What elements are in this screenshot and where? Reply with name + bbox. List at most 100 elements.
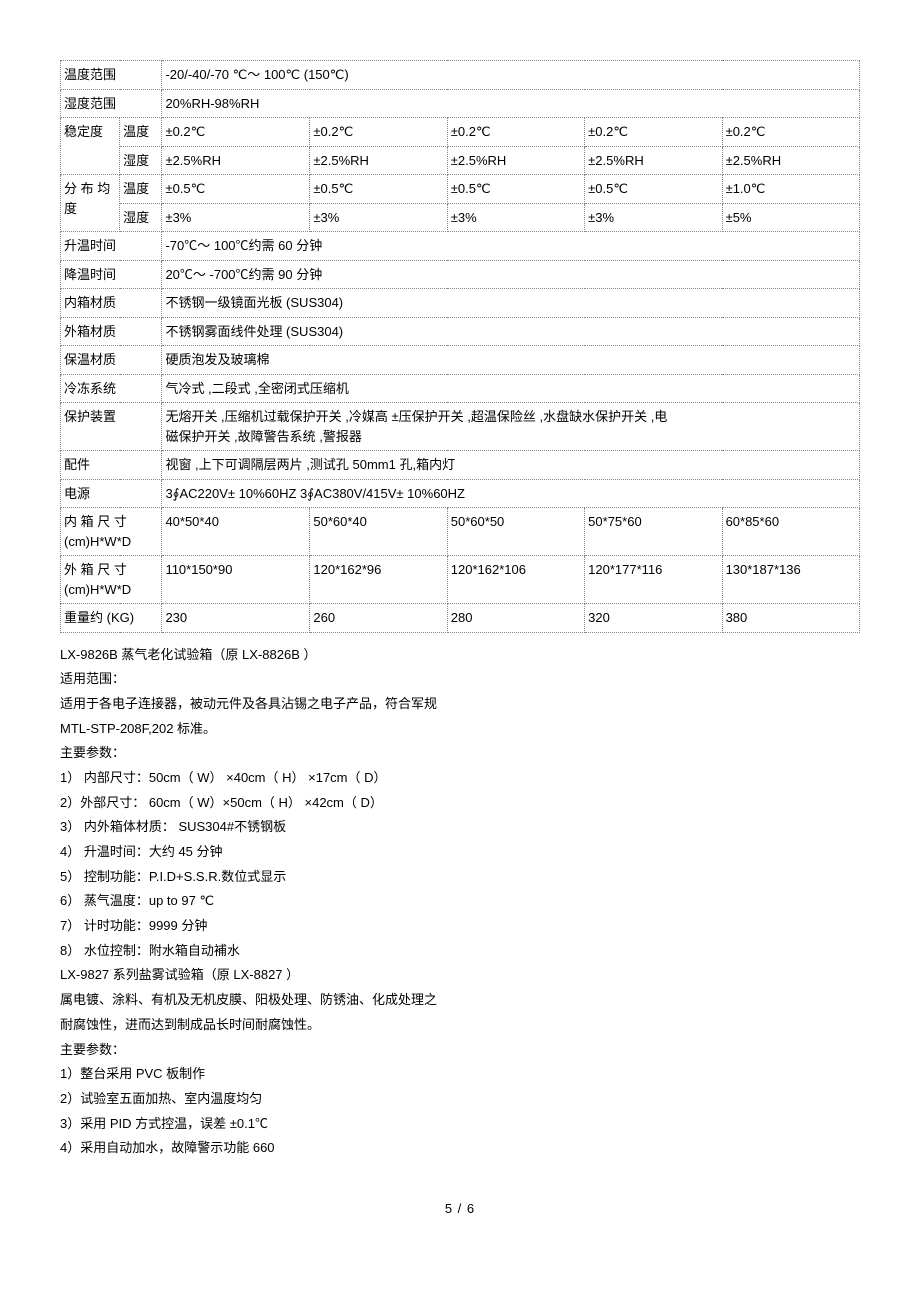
cell-freeze-label: 冷冻系统 xyxy=(61,374,162,403)
table-row: 电源 3∮AC220V± 10%60HZ 3∮AC380V/415V± 10%6… xyxy=(61,479,860,508)
cell-value: 320 xyxy=(585,604,722,633)
cell-value: ±0.5℃ xyxy=(447,175,584,204)
table-row: 外箱材质 不锈钢雾面线件处理 (SUS304) xyxy=(61,317,860,346)
cell-inner-mat-label: 内箱材质 xyxy=(61,289,162,318)
table-row: 稳定度 温度 ±0.2℃ ±0.2℃ ±0.2℃ ±0.2℃ ±0.2℃ xyxy=(61,118,860,147)
table-row: 温度范围 -20/-40/-70 ℃～ 100℃ (150℃) xyxy=(61,61,860,90)
table-row: 重量约 (KG) 230 260 280 320 380 xyxy=(61,604,860,633)
cell-uniformity-hum-sub: 湿度 xyxy=(120,203,162,232)
table-row: 分 布 均度 温度 ±0.5℃ ±0.5℃ ±0.5℃ ±0.5℃ ±1.0℃ xyxy=(61,175,860,204)
cell-heat-time-label: 升温时间 xyxy=(61,232,162,261)
cell-value: ±0.2℃ xyxy=(310,118,447,147)
cell-stability-label: 稳定度 xyxy=(61,118,120,175)
paragraph: 2）外部尺寸： 60cm（ W）×50cm（ H） ×42cm（ D） xyxy=(60,791,860,816)
cell-power-label: 电源 xyxy=(61,479,162,508)
document-page: 温度范围 -20/-40/-70 ℃～ 100℃ (150℃) 湿度范围 20%… xyxy=(0,0,920,1256)
paragraph: 适用于各电子连接器，被动元件及各具沾锡之电子产品，符合军规 xyxy=(60,692,860,717)
cell-value: ±3% xyxy=(162,203,310,232)
cell-value: ±0.5℃ xyxy=(162,175,310,204)
cell-value: 50*75*60 xyxy=(585,508,722,556)
cell-value: ±0.2℃ xyxy=(162,118,310,147)
cell-accessory-label: 配件 xyxy=(61,451,162,480)
description-text: LX-9826B 蒸气老化试验箱（原 LX-8826B ） 适用范围： 适用于各… xyxy=(60,643,860,1161)
paragraph: 1）整台采用 PVC 板制作 xyxy=(60,1062,860,1087)
table-row: 湿度 ±2.5%RH ±2.5%RH ±2.5%RH ±2.5%RH ±2.5%… xyxy=(61,146,860,175)
cell-cool-time-value: 20℃～ -700℃约需 90 分钟 xyxy=(162,260,860,289)
cell-value: ±0.5℃ xyxy=(310,175,447,204)
cell-value: 50*60*40 xyxy=(310,508,447,556)
cell-value: ±2.5%RH xyxy=(722,146,859,175)
paragraph: 7） 计时功能：9999 分钟 xyxy=(60,914,860,939)
cell-value: 120*177*116 xyxy=(585,556,722,604)
table-row: 湿度 ±3% ±3% ±3% ±3% ±5% xyxy=(61,203,860,232)
table-row: 保温材质 硬质泡发及玻璃棉 xyxy=(61,346,860,375)
page-number: 5 / 6 xyxy=(60,1201,860,1216)
paragraph: 4） 升温时间：大约 45 分钟 xyxy=(60,840,860,865)
cell-value: 40*50*40 xyxy=(162,508,310,556)
cell-value: ±0.2℃ xyxy=(585,118,722,147)
cell-value: 380 xyxy=(722,604,859,633)
cell-uniformity-label: 分 布 均度 xyxy=(61,175,120,232)
specification-table: 温度范围 -20/-40/-70 ℃～ 100℃ (150℃) 湿度范围 20%… xyxy=(60,60,860,633)
cell-temp-range-value: -20/-40/-70 ℃～ 100℃ (150℃) xyxy=(162,61,860,90)
paragraph: 属电镀、涂料、有机及无机皮膜、阳极处理、防锈油、化成处理之 xyxy=(60,988,860,1013)
cell-value: ±2.5%RH xyxy=(447,146,584,175)
table-row: 内 箱 尺 寸(cm)H*W*D 40*50*40 50*60*40 50*60… xyxy=(61,508,860,556)
cell-insul-label: 保温材质 xyxy=(61,346,162,375)
cell-temp-range-label: 温度范围 xyxy=(61,61,162,90)
paragraph: LX-9827 系列盐雾试验箱（原 LX-8827 ） xyxy=(60,963,860,988)
cell-heat-time-value: -70℃～ 100℃约需 60 分钟 xyxy=(162,232,860,261)
cell-power-value: 3∮AC220V± 10%60HZ 3∮AC380V/415V± 10%60HZ xyxy=(162,479,860,508)
cell-insul-value: 硬质泡发及玻璃棉 xyxy=(162,346,860,375)
table-row: 内箱材质 不锈钢一级镜面光板 (SUS304) xyxy=(61,289,860,318)
cell-value: 130*187*136 xyxy=(722,556,859,604)
cell-value: 230 xyxy=(162,604,310,633)
paragraph: 适用范围： xyxy=(60,667,860,692)
cell-value: ±3% xyxy=(310,203,447,232)
cell-value: ±0.2℃ xyxy=(447,118,584,147)
cell-outer-mat-label: 外箱材质 xyxy=(61,317,162,346)
paragraph: 3） 内外箱体材质： SUS304#不锈钢板 xyxy=(60,815,860,840)
table-row: 升温时间 -70℃～ 100℃约需 60 分钟 xyxy=(61,232,860,261)
cell-protect-value: 无熔开关 ,压缩机过载保护开关 ,冷媒高 ±压保护开关 ,超温保险丝 ,水盘缺水… xyxy=(162,403,860,451)
cell-value: 50*60*50 xyxy=(447,508,584,556)
cell-uniformity-temp-sub: 温度 xyxy=(120,175,162,204)
paragraph: 1） 内部尺寸：50cm（ W） ×40cm（ H） ×17cm（ D） xyxy=(60,766,860,791)
cell-value: ±2.5%RH xyxy=(162,146,310,175)
cell-cool-time-label: 降温时间 xyxy=(61,260,162,289)
paragraph: 8） 水位控制：附水箱自动補水 xyxy=(60,939,860,964)
cell-value: ±2.5%RH xyxy=(310,146,447,175)
cell-outer-dim-label: 外 箱 尺 寸(cm)H*W*D xyxy=(61,556,162,604)
paragraph: 5） 控制功能：P.I.D+S.S.R.数位式显示 xyxy=(60,865,860,890)
table-row: 保护装置 无熔开关 ,压缩机过载保护开关 ,冷媒高 ±压保护开关 ,超温保险丝 … xyxy=(61,403,860,451)
cell-inner-dim-label: 内 箱 尺 寸(cm)H*W*D xyxy=(61,508,162,556)
paragraph: 4）采用自动加水，故障警示功能 660 xyxy=(60,1136,860,1161)
cell-humidity-range-value: 20%RH-98%RH xyxy=(162,89,860,118)
cell-stability-hum-sub: 湿度 xyxy=(120,146,162,175)
table-row: 外 箱 尺 寸(cm)H*W*D 110*150*90 120*162*96 1… xyxy=(61,556,860,604)
paragraph: MTL-STP-208F,202 标准。 xyxy=(60,717,860,742)
cell-weight-label: 重量约 (KG) xyxy=(61,604,162,633)
cell-value: 120*162*106 xyxy=(447,556,584,604)
cell-value: 110*150*90 xyxy=(162,556,310,604)
table-row: 冷冻系统 气冷式 ,二段式 ,全密闭式压缩机 xyxy=(61,374,860,403)
cell-value: 60*85*60 xyxy=(722,508,859,556)
paragraph: 耐腐蚀性，进而达到制成品长时间耐腐蚀性。 xyxy=(60,1013,860,1038)
table-row: 湿度范围 20%RH-98%RH xyxy=(61,89,860,118)
cell-stability-temp-sub: 温度 xyxy=(120,118,162,147)
table-row: 配件 视窗 ,上下可调隔层两片 ,测试孔 50mm1 孔,箱内灯 xyxy=(61,451,860,480)
cell-accessory-value: 视窗 ,上下可调隔层两片 ,测试孔 50mm1 孔,箱内灯 xyxy=(162,451,860,480)
paragraph: 2）试验室五面加热、室内温度均匀 xyxy=(60,1087,860,1112)
cell-value: ±3% xyxy=(447,203,584,232)
protect-line1: 无熔开关 ,压缩机过载保护开关 ,冷媒高 ±压保护开关 ,超温保险丝 ,水盘缺水… xyxy=(165,409,667,424)
paragraph: 3）采用 PID 方式控温，误差 ±0.1℃ xyxy=(60,1112,860,1137)
paragraph: 6） 蒸气温度：up to 97 ℃ xyxy=(60,889,860,914)
cell-value: ±0.2℃ xyxy=(722,118,859,147)
table-row: 降温时间 20℃～ -700℃约需 90 分钟 xyxy=(61,260,860,289)
cell-freeze-value: 气冷式 ,二段式 ,全密闭式压缩机 xyxy=(162,374,860,403)
cell-value: ±0.5℃ xyxy=(585,175,722,204)
cell-inner-mat-value: 不锈钢一级镜面光板 (SUS304) xyxy=(162,289,860,318)
paragraph: 主要参数： xyxy=(60,741,860,766)
paragraph: 主要参数： xyxy=(60,1038,860,1063)
cell-value: ±1.0℃ xyxy=(722,175,859,204)
